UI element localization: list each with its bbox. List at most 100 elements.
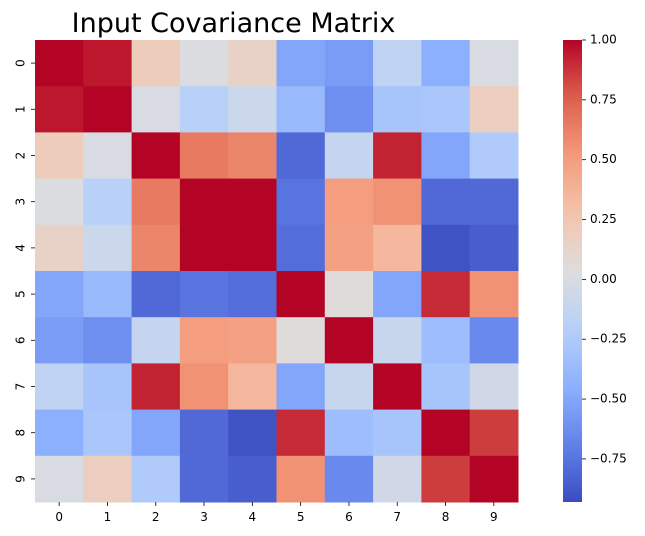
colorbar-tick-label-2: 0.50 xyxy=(590,152,617,166)
colorbar-tick-label-6: −0.50 xyxy=(590,392,627,406)
heatmap-cell-3-1 xyxy=(83,178,133,226)
heatmap-cell-8-5 xyxy=(276,409,326,457)
heatmap-cell-0-0 xyxy=(35,40,84,87)
x-tick-label-5: 5 xyxy=(297,510,305,524)
heatmap-cell-8-8 xyxy=(421,409,471,457)
heatmap-cell-2-2 xyxy=(131,132,181,180)
heatmap-cell-9-2 xyxy=(131,455,181,503)
heatmap-cell-6-5 xyxy=(276,317,326,364)
heatmap-cell-3-9 xyxy=(469,178,519,226)
heatmap-cell-7-5 xyxy=(276,363,326,411)
heatmap-cell-1-8 xyxy=(421,86,471,133)
heatmap-cell-2-0 xyxy=(35,132,84,180)
heatmap-cell-1-4 xyxy=(228,86,277,133)
x-tick-label-7: 7 xyxy=(393,510,401,524)
heatmap-cell-1-3 xyxy=(179,86,229,133)
heatmap-cell-4-9 xyxy=(469,224,519,272)
x-tick-label-1: 1 xyxy=(104,510,112,524)
heatmap-cell-7-4 xyxy=(228,363,277,411)
heatmap-cell-3-0 xyxy=(35,178,84,226)
heatmap-cell-5-9 xyxy=(469,271,519,318)
heatmap-cell-5-5 xyxy=(276,271,326,318)
heatmap-cell-8-9 xyxy=(469,409,519,457)
heatmap-cell-3-4 xyxy=(228,178,277,226)
heatmap-cell-0-8 xyxy=(421,40,471,87)
heatmap-cell-7-6 xyxy=(324,363,374,411)
heatmap-cell-1-5 xyxy=(276,86,326,133)
colorbar-tick-label-0: 1.00 xyxy=(590,33,617,47)
colorbar-tick-label-4: 0.00 xyxy=(590,272,617,286)
heatmap-cell-3-3 xyxy=(179,178,229,226)
heatmap-cell-7-7 xyxy=(373,363,422,411)
x-tick-label-3: 3 xyxy=(200,510,208,524)
heatmap-cell-0-3 xyxy=(179,40,229,87)
heatmap-cell-7-8 xyxy=(421,363,471,411)
x-axis: 0 1 2 3 4 5 6 7 8 9 xyxy=(55,502,498,524)
y-tick-label-7: 7 xyxy=(14,383,28,391)
heatmap-cell-1-1 xyxy=(83,86,133,133)
heatmap-cell-4-6 xyxy=(324,224,374,272)
y-tick-label-5: 5 xyxy=(14,290,28,298)
heatmap-cell-9-1 xyxy=(83,455,133,503)
heatmap-cell-2-8 xyxy=(421,132,471,180)
heatmap-cell-8-2 xyxy=(131,409,181,457)
heatmap-cell-6-4 xyxy=(228,317,277,364)
heatmap-cell-9-4 xyxy=(228,455,277,503)
heatmap-cell-4-5 xyxy=(276,224,326,272)
heatmap-cells xyxy=(35,40,519,503)
heatmap-cell-4-7 xyxy=(373,224,422,272)
heatmap-cell-1-2 xyxy=(131,86,181,133)
heatmap-cell-5-0 xyxy=(35,271,84,318)
y-tick-label-3: 3 xyxy=(14,198,28,206)
colorbar: 1.00 0.75 0.50 0.25 0.00 −0.25 −0.50 −0.75 xyxy=(563,33,627,502)
heatmap-cell-5-2 xyxy=(131,271,181,318)
heatmap-cell-9-7 xyxy=(373,455,422,503)
heatmap-cell-5-1 xyxy=(83,271,133,318)
heatmap-cell-5-7 xyxy=(373,271,422,318)
x-tick-label-2: 2 xyxy=(152,510,160,524)
heatmap-cell-5-4 xyxy=(228,271,277,318)
heatmap-cell-2-9 xyxy=(469,132,519,180)
heatmap-cell-8-6 xyxy=(324,409,374,457)
heatmap-cell-0-2 xyxy=(131,40,181,87)
heatmap-cell-0-4 xyxy=(228,40,277,87)
heatmap-cell-4-0 xyxy=(35,224,84,272)
heatmap-cell-4-4 xyxy=(228,224,277,272)
x-tick-label-6: 6 xyxy=(345,510,353,524)
heatmap-cell-7-2 xyxy=(131,363,181,411)
x-tick-label-4: 4 xyxy=(249,510,257,524)
y-tick-label-6: 6 xyxy=(14,336,28,344)
heatmap-cell-7-0 xyxy=(35,363,84,411)
colorbar-gradient xyxy=(563,40,582,502)
heatmap-cell-0-6 xyxy=(324,40,374,87)
heatmap-cell-4-2 xyxy=(131,224,181,272)
heatmap-cell-4-3 xyxy=(179,224,229,272)
x-tick-label-9: 9 xyxy=(490,510,498,524)
heatmap-cell-8-1 xyxy=(83,409,133,457)
heatmap-cell-4-1 xyxy=(83,224,133,272)
y-axis: 0 1 2 3 4 5 6 7 8 9 xyxy=(14,59,35,483)
heatmap-cell-5-6 xyxy=(324,271,374,318)
heatmap-cell-4-8 xyxy=(421,224,471,272)
heatmap-cell-6-8 xyxy=(421,317,471,364)
heatmap-cell-8-7 xyxy=(373,409,422,457)
heatmap-cell-1-6 xyxy=(324,86,374,133)
heatmap-cell-9-5 xyxy=(276,455,326,503)
heatmap-cell-6-1 xyxy=(83,317,133,364)
y-tick-label-9: 9 xyxy=(14,475,28,483)
heatmap-cell-3-7 xyxy=(373,178,422,226)
heatmap-cell-9-3 xyxy=(179,455,229,503)
heatmap-cell-3-2 xyxy=(131,178,181,226)
heatmap-cell-1-9 xyxy=(469,86,519,133)
heatmap-cell-3-6 xyxy=(324,178,374,226)
heatmap-cell-5-8 xyxy=(421,271,471,318)
heatmap-cell-9-6 xyxy=(324,455,374,503)
y-tick-label-0: 0 xyxy=(14,59,28,67)
heatmap-cell-8-4 xyxy=(228,409,277,457)
heatmap-cell-3-8 xyxy=(421,178,471,226)
heatmap-cell-1-7 xyxy=(373,86,422,133)
heatmap-cell-6-7 xyxy=(373,317,422,364)
colorbar-tick-label-5: −0.25 xyxy=(590,332,627,346)
colorbar-tick-label-1: 0.75 xyxy=(590,92,617,106)
